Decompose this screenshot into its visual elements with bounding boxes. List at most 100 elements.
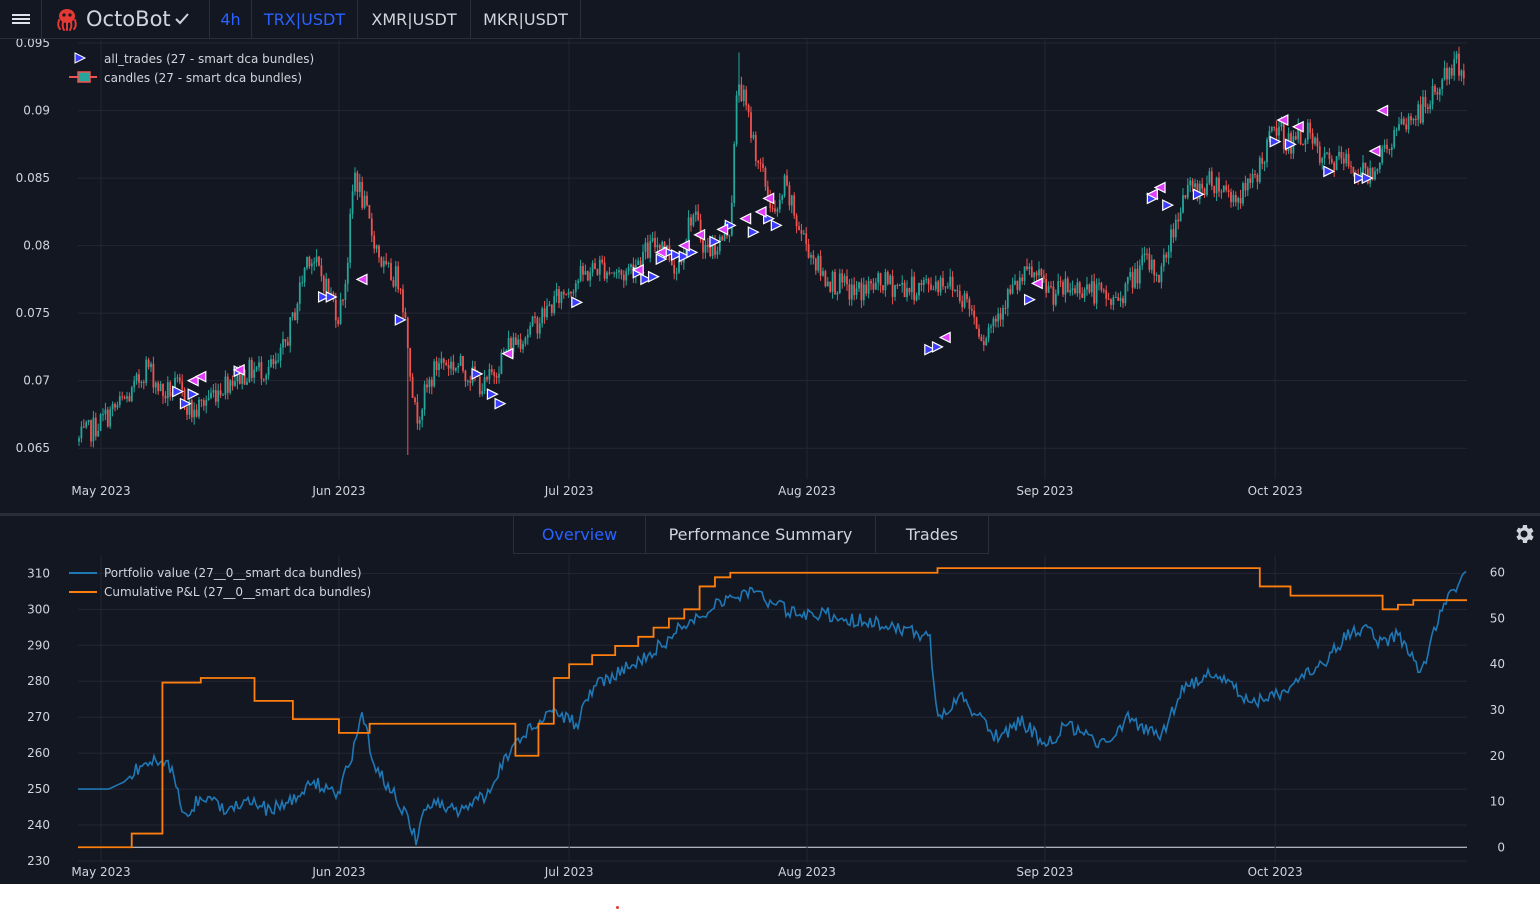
candle-body xyxy=(1172,229,1175,238)
candle-body xyxy=(150,363,152,368)
candle-body xyxy=(805,233,808,245)
portfolio-chart-panel[interactable]: 310 300 290 280 270 260 250 240 230 60 50 40 30 20 10 0… xyxy=(0,555,1540,884)
candle-body xyxy=(534,316,536,318)
candle-body xyxy=(1158,274,1160,283)
candle-body xyxy=(262,379,265,381)
candle-body xyxy=(447,364,450,369)
timeframe-button[interactable]: 4h xyxy=(210,0,252,38)
candle-body xyxy=(478,376,481,395)
candle-body xyxy=(116,404,119,408)
candle-body xyxy=(291,312,294,318)
tab-overview[interactable]: Overview xyxy=(513,516,645,554)
candle-body xyxy=(790,195,793,206)
candle-body xyxy=(1282,122,1285,149)
buy-trade-marker xyxy=(647,270,660,283)
candle-body xyxy=(958,291,961,301)
candle-body xyxy=(164,395,167,399)
buy-trade-marker xyxy=(471,367,484,380)
candle-body xyxy=(1011,284,1014,294)
candle-body xyxy=(1436,92,1439,95)
portfolio-chart[interactable]: 310 300 290 280 270 260 250 240 230 60 50 40 30 20 10 0… xyxy=(0,555,1540,884)
price-chart[interactable]: 0.095 0.09 0.085 0.08 0.075 0.07 0.065 May 2023… xyxy=(0,36,1540,513)
buy-trade-marker xyxy=(670,249,683,262)
candle-body xyxy=(1299,126,1302,145)
candle-body xyxy=(1153,259,1156,276)
legend-portfolio-label: Portfolio value (27__0__smart dca bundle… xyxy=(104,566,362,580)
candle-body xyxy=(289,317,292,346)
candle-body xyxy=(1273,126,1276,128)
candle-body xyxy=(133,380,136,388)
candle-body xyxy=(294,312,296,321)
portfolio-y-tick-label: 260 xyxy=(27,746,50,760)
pnl-y-tick-label: 40 xyxy=(1490,657,1505,671)
candle-body xyxy=(169,382,172,397)
candle-body xyxy=(932,289,935,291)
candle-body xyxy=(776,209,779,212)
candle-body xyxy=(231,380,234,386)
candle-body xyxy=(1321,158,1324,163)
tab-performance-summary[interactable]: Performance Summary xyxy=(645,516,875,554)
candle-body xyxy=(92,417,95,442)
pair-tab-trx-usdt[interactable]: TRX|USDT xyxy=(252,0,358,38)
candle-body xyxy=(884,271,887,291)
candle-body xyxy=(363,195,366,208)
candle-body xyxy=(1242,183,1244,204)
sell-trade-marker xyxy=(1276,114,1289,126)
candle-body xyxy=(942,277,944,287)
candle-body xyxy=(510,338,512,353)
candle-body xyxy=(848,284,851,300)
candle-body xyxy=(519,339,522,350)
candle-body xyxy=(1333,162,1336,171)
hamburger-menu-button[interactable] xyxy=(0,0,42,38)
candle-body xyxy=(1083,289,1086,298)
candle-body xyxy=(346,262,349,284)
candle-body xyxy=(970,308,973,311)
candle-body xyxy=(690,217,692,226)
settings-gear-icon[interactable] xyxy=(1512,522,1536,546)
candle-body xyxy=(541,308,544,324)
candle-body xyxy=(130,387,133,402)
candle-body xyxy=(392,280,395,287)
candle-body xyxy=(250,359,253,378)
candle-body xyxy=(1410,116,1412,121)
candle-body xyxy=(692,214,695,226)
candle-body xyxy=(1050,286,1052,288)
brand[interactable]: OctoBot xyxy=(42,0,210,38)
candle-body xyxy=(80,426,83,439)
buy-trade-marker xyxy=(1361,172,1374,185)
candle-body xyxy=(334,299,337,321)
candle-body xyxy=(442,358,445,363)
candle-body xyxy=(985,338,988,346)
candle-body xyxy=(922,280,925,285)
candle-body xyxy=(1455,53,1458,60)
candle-body xyxy=(234,381,236,386)
pair-tab-xmr-usdt[interactable]: XMR|USDT xyxy=(358,0,471,38)
candle-body xyxy=(1302,144,1304,146)
candle-body xyxy=(1426,106,1429,109)
candle-body xyxy=(118,396,121,405)
price-chart-panel[interactable]: 0.095 0.09 0.085 0.08 0.075 0.07 0.065 May 2023… xyxy=(0,36,1540,513)
candle-body xyxy=(622,274,625,281)
candle-body xyxy=(716,251,719,255)
candle-body xyxy=(255,367,258,370)
candle-body xyxy=(375,245,378,249)
candle-body xyxy=(783,175,786,196)
portfolio-y-tick-label: 280 xyxy=(27,674,50,688)
panel-divider[interactable] xyxy=(0,513,1540,516)
candle-body xyxy=(1244,183,1247,191)
candle-body xyxy=(800,230,803,234)
candle-body xyxy=(646,242,649,258)
candle-body xyxy=(968,299,971,309)
candle-body xyxy=(750,112,752,138)
candle-body xyxy=(558,289,560,304)
candle-body xyxy=(1393,130,1396,148)
pair-tab-mkr-usdt[interactable]: MKR|USDT xyxy=(471,0,581,38)
sell-trade-marker xyxy=(186,374,199,387)
candle-body xyxy=(1256,174,1259,182)
tab-trades[interactable]: Trades xyxy=(875,516,989,554)
candle-body xyxy=(286,341,289,346)
candle-body xyxy=(217,390,220,402)
price-x-tick-label: May 2023 xyxy=(71,484,130,498)
candle-body xyxy=(858,282,860,289)
candle-body xyxy=(202,400,205,406)
